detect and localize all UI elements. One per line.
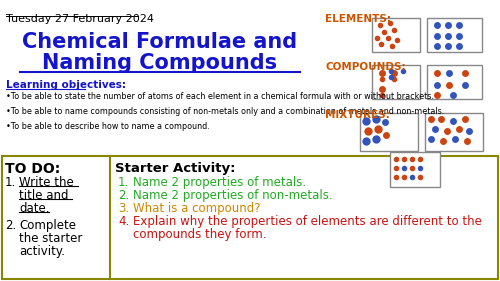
Text: Name 2 properties of metals.: Name 2 properties of metals. (133, 176, 306, 189)
Text: Write the: Write the (19, 176, 74, 189)
Bar (390, 152, 440, 187)
Text: 1.: 1. (118, 176, 129, 189)
Text: 2.: 2. (5, 219, 16, 232)
Text: activity.: activity. (19, 245, 65, 258)
Text: •To be able to name compounds consisting of non-metals only and a combination of: •To be able to name compounds consisting… (6, 107, 444, 116)
Text: 4.: 4. (118, 215, 129, 228)
Text: •To be able to state the number of atoms of each element in a chemical formula w: •To be able to state the number of atoms… (6, 92, 434, 101)
Text: 1.: 1. (5, 176, 16, 189)
Bar (2, 156, 498, 279)
Text: Chemical Formulae and: Chemical Formulae and (22, 32, 297, 52)
Text: compounds they form.: compounds they form. (133, 228, 266, 241)
Bar (427, 18, 482, 52)
Text: Naming Compounds: Naming Compounds (42, 53, 278, 73)
Text: •To be able to describe how to name a compound.: •To be able to describe how to name a co… (6, 122, 210, 131)
Text: title and: title and (19, 189, 68, 202)
Text: Tuesday 27 February 2024: Tuesday 27 February 2024 (6, 14, 154, 24)
Text: Complete: Complete (19, 219, 76, 232)
Text: ELEMENTS:: ELEMENTS: (325, 14, 391, 24)
Text: Name 2 properties of non-metals.: Name 2 properties of non-metals. (133, 189, 332, 202)
Text: the starter: the starter (19, 232, 82, 245)
Bar (425, 113, 483, 151)
Bar (427, 65, 482, 99)
Bar (360, 113, 418, 151)
Bar (372, 65, 420, 99)
Text: 2.: 2. (118, 189, 129, 202)
Text: 3.: 3. (118, 202, 129, 215)
Text: date.: date. (19, 202, 50, 215)
Text: MIXTURES:: MIXTURES: (325, 110, 390, 120)
Text: COMPOUNDS:: COMPOUNDS: (325, 62, 406, 72)
Text: Starter Activity:: Starter Activity: (115, 162, 236, 175)
Text: What is a compound?: What is a compound? (133, 202, 260, 215)
Text: TO DO:: TO DO: (5, 162, 60, 176)
Text: Learning objectives:: Learning objectives: (6, 80, 126, 90)
Text: Explain why the properties of elements are different to the: Explain why the properties of elements a… (133, 215, 482, 228)
Bar (372, 18, 420, 52)
